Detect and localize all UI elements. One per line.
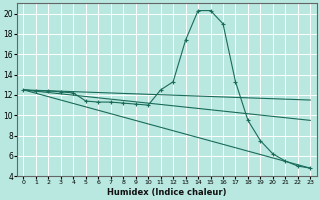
X-axis label: Humidex (Indice chaleur): Humidex (Indice chaleur) — [107, 188, 227, 197]
